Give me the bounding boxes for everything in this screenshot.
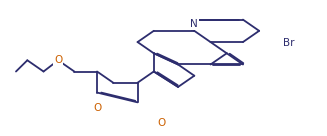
Text: O: O	[54, 55, 62, 65]
Text: O: O	[93, 103, 101, 113]
Text: Br: Br	[283, 38, 294, 48]
Text: N: N	[190, 19, 198, 29]
Text: O: O	[158, 118, 166, 128]
